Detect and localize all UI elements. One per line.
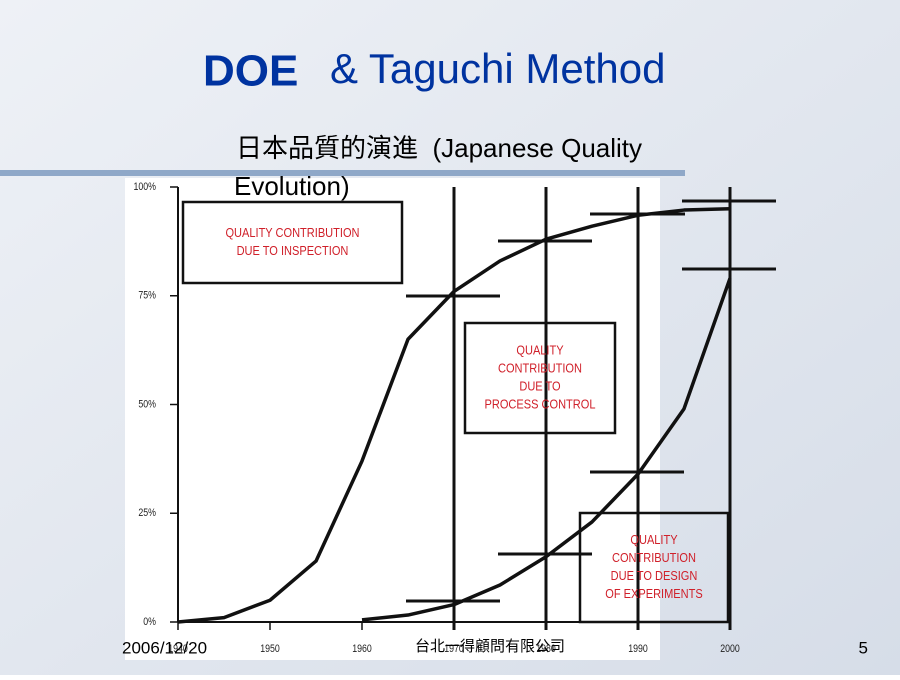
x-tick-label: 1950 [260, 643, 280, 655]
annotation-text: OF EXPERIMENTS [605, 586, 702, 601]
y-tick-label: 0% [143, 616, 156, 628]
annotation-text: CONTRIBUTION [612, 550, 696, 565]
x-tick-label: 2000 [720, 643, 740, 655]
annotation-text: QUALITY [630, 532, 677, 547]
x-tick-label: 1980 [536, 643, 556, 655]
x-tick-label: 1960 [352, 643, 372, 655]
curve [361, 277, 732, 622]
x-tick-label: 1970 [444, 643, 464, 655]
annotation-text: CONTRIBUTION [498, 361, 582, 376]
annotation-text: QUALITY [516, 343, 563, 358]
annotation-text: QUALITY CONTRIBUTION [225, 225, 359, 240]
x-tick-label: 1990 [628, 643, 648, 655]
x-tick-label: 1940 [168, 643, 188, 655]
subtitle: 日本品質的演進 (Japanese Quality [236, 133, 642, 163]
annotation-box [463, 321, 617, 435]
level-markers [406, 199, 776, 603]
annotation-box [181, 200, 404, 285]
footer-date: 2006/12/20 [122, 638, 207, 657]
y-tick-label: 25% [138, 507, 156, 519]
annotation-text: DUE TO DESIGN [611, 568, 698, 583]
chart-image [125, 178, 660, 660]
divider-band [0, 170, 685, 176]
subtitle: Evolution) [234, 171, 350, 201]
annotation-text: DUE TO INSPECTION [237, 243, 349, 258]
title-bold: DOE [203, 47, 298, 96]
y-tick-label: 75% [138, 290, 156, 302]
y-tick-label: 100% [133, 181, 156, 193]
title: & Taguchi Method [330, 45, 665, 92]
annotation-text: PROCESS CONTROL [485, 397, 596, 412]
y-tick-label: 50% [138, 399, 156, 411]
annotation-box [578, 511, 730, 624]
footer-company: 台北一得顧問有限公司 [415, 638, 565, 655]
chart: 0% 25% 50% 75% 100% 1940 1950 1960 1970 1980 1990 2… [133, 181, 740, 655]
page-number: 5 [859, 638, 868, 657]
annotation-text: DUE TO [519, 379, 560, 394]
